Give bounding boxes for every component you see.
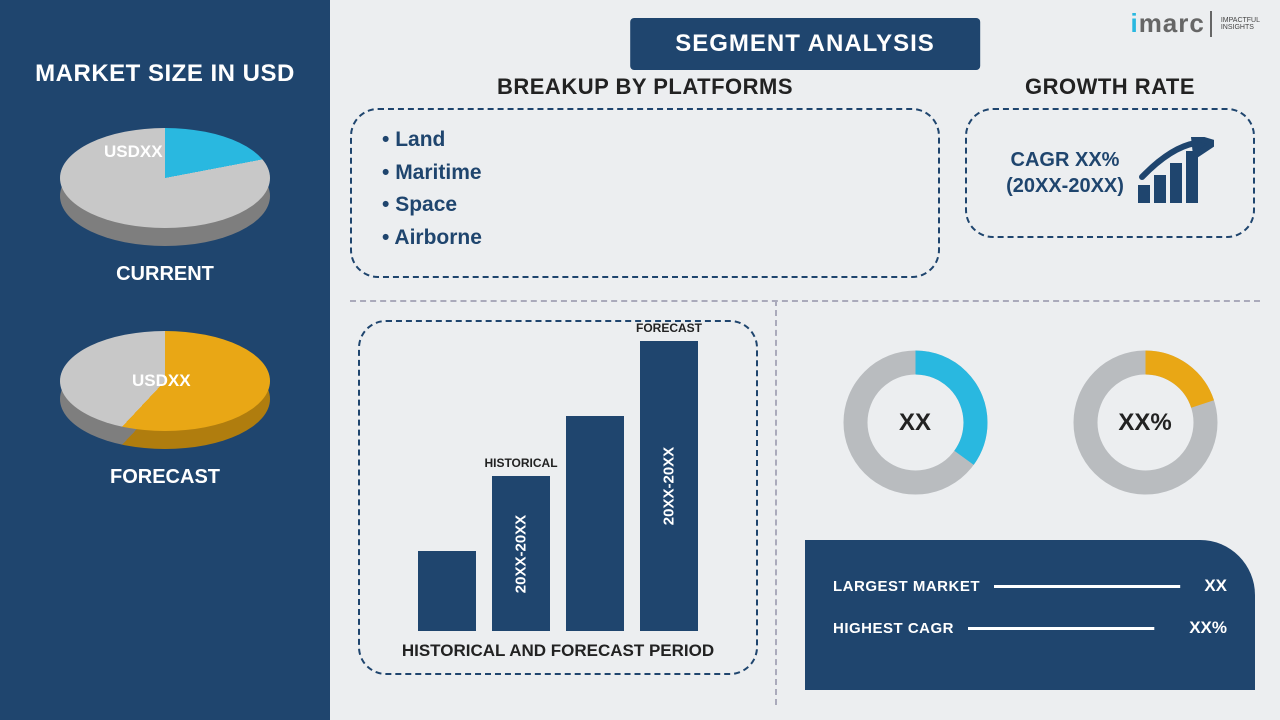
- logo-text: imarc: [1130, 8, 1204, 39]
- donut-value: XX: [838, 345, 993, 500]
- growth-text: CAGR XX%(20XX-20XX): [1006, 147, 1124, 199]
- bar-period-label: 20XX-20XX: [661, 447, 678, 525]
- hist-bar: HISTORICAL20XX-20XX: [492, 476, 550, 631]
- growth-arrow-icon: [1136, 137, 1214, 209]
- breakup-item: Space: [382, 189, 908, 222]
- donut-charts-row: XX XX%: [800, 345, 1260, 500]
- growth-rate-panel: GROWTH RATE CAGR XX%(20XX-20XX): [965, 108, 1255, 238]
- horizontal-divider: [350, 300, 1260, 302]
- metric-bar: [994, 585, 1180, 588]
- hist-bar: FORECAST20XX-20XX: [640, 341, 698, 631]
- donut-value: XX%: [1068, 345, 1223, 500]
- bar-top-label: FORECAST: [599, 321, 739, 335]
- metric-label: HIGHEST CAGR: [833, 620, 954, 637]
- market-size-sidebar: MARKET SIZE IN USD USDXX CURRENT USDXX F…: [0, 0, 330, 720]
- breakup-item: Land: [382, 124, 908, 157]
- main-area: imarc IMPACTFULINSIGHTS SEGMENT ANALYSIS…: [330, 0, 1280, 720]
- hist-bar: [418, 551, 476, 631]
- page-title: SEGMENT ANALYSIS: [630, 18, 980, 70]
- donut-chart: XX: [838, 345, 993, 500]
- metric-label: LARGEST MARKET: [833, 578, 980, 595]
- growth-title: GROWTH RATE: [967, 74, 1253, 100]
- pie-current: USDXX: [60, 128, 270, 248]
- pie-caption: CURRENT: [116, 263, 214, 286]
- metric-value: XX: [1204, 576, 1227, 596]
- metric-row: HIGHEST CAGR XX%: [833, 618, 1227, 638]
- bar-period-label: 20XX-20XX: [513, 514, 530, 592]
- metric-bar: [968, 627, 1154, 630]
- metric-value: XX%: [1189, 618, 1227, 638]
- brand-logo: imarc IMPACTFULINSIGHTS: [1130, 8, 1260, 39]
- breakup-list: LandMaritimeSpaceAirborne: [382, 124, 908, 254]
- breakup-panel: BREAKUP BY PLATFORMS LandMaritimeSpaceAi…: [350, 108, 940, 278]
- pie-forecast: USDXX: [60, 331, 270, 451]
- historical-forecast-chart: HISTORICAL20XX-20XXFORECAST20XX-20XX HIS…: [358, 320, 758, 675]
- pie-value-label: USDXX: [104, 142, 163, 162]
- breakup-item: Maritime: [382, 157, 908, 190]
- logo-tagline: IMPACTFULINSIGHTS: [1221, 17, 1260, 31]
- vertical-divider: [775, 300, 777, 705]
- breakup-title: BREAKUP BY PLATFORMS: [352, 74, 938, 100]
- pie-caption: FORECAST: [110, 466, 220, 489]
- metrics-panel: LARGEST MARKET XX HIGHEST CAGR XX%: [805, 540, 1255, 690]
- pie-value-label: USDXX: [132, 371, 191, 391]
- hist-chart-caption: HISTORICAL AND FORECAST PERIOD: [360, 631, 756, 673]
- metric-row: LARGEST MARKET XX: [833, 576, 1227, 596]
- sidebar-title: MARKET SIZE IN USD: [35, 60, 295, 88]
- hist-bar: [566, 416, 624, 631]
- donut-chart: XX%: [1068, 345, 1223, 500]
- breakup-item: Airborne: [382, 222, 908, 255]
